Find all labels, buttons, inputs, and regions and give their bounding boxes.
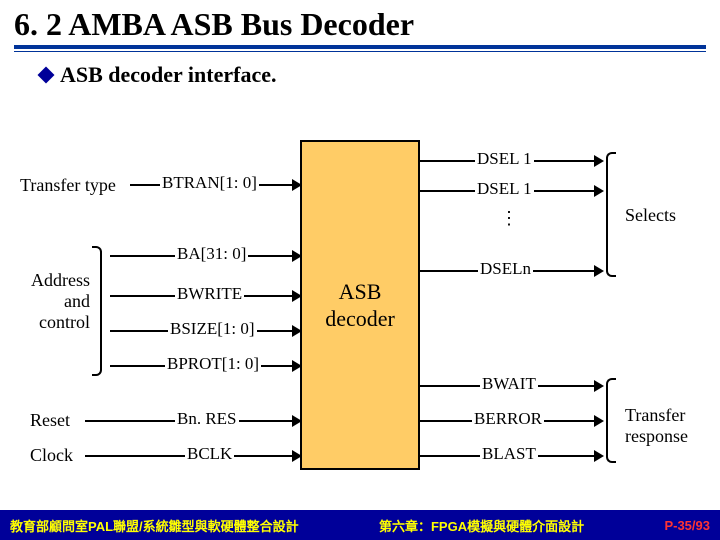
arrow-bnres [292,415,302,427]
sig-bwait: BWAIT [480,374,538,394]
sig-blast: BLAST [480,444,538,464]
slide-title: 6. 2 AMBA ASB Bus Decoder [14,6,706,43]
label-transfer-type: Transfer type [20,175,116,196]
footer-page-number: P-35/93 [664,518,710,533]
bullet-diamond-icon [38,67,55,84]
footer-mid: 第六章：FPGA模擬與硬體介面設計 [379,516,584,535]
sig-bwrite: BWRITE [175,284,244,304]
brace-address [92,246,102,376]
label-address-control: Address and control [20,270,90,333]
arrow-bwait [594,380,604,392]
sig-dsel1-top: DSEL 1 [475,149,534,169]
arrow-dsel1-mid [594,185,604,197]
sig-bsize: BSIZE[1: 0] [168,319,257,339]
arrow-dseln [594,265,604,277]
sig-berror: BERROR [472,409,544,429]
arrow-btran [292,179,302,191]
sig-bclk: BCLK [185,444,234,464]
decoder-box: ASB decoder [300,140,420,470]
rule-thick [14,45,706,49]
brace-selects [606,152,616,277]
arrow-bprot [292,360,302,372]
footer: 教育部顧問室PAL聯盟/系統雛型與軟硬體整合設計 第六章：FPGA模擬與硬體介面… [0,510,720,540]
arrow-bwrite [292,290,302,302]
sig-btran: BTRAN[1: 0] [160,173,259,193]
bullet-text: ASB decoder interface. [60,62,277,88]
sig-bprot: BPROT[1: 0] [165,354,261,374]
label-reset: Reset [30,410,70,431]
slide: 6. 2 AMBA ASB Bus Decoder ASB decoder in… [0,0,720,540]
bullet-row: ASB decoder interface. [0,52,720,88]
decoder-label: ASB decoder [325,278,395,333]
arrow-berror [594,415,604,427]
arrow-blast [594,450,604,462]
sig-ba: BA[31: 0] [175,244,248,264]
sig-dsel1-mid: DSEL 1 [475,179,534,199]
sig-bnres: Bn. RES [175,409,239,429]
label-transfer-response: Transfer response [625,405,688,447]
brace-transfer-response [606,378,616,463]
label-selects: Selects [625,205,676,226]
arrow-ba [292,250,302,262]
arrow-bsize [292,325,302,337]
arrow-dsel1-top [594,155,604,167]
dots-ellipsis: ⋮ [500,208,520,229]
title-area: 6. 2 AMBA ASB Bus Decoder [0,0,720,52]
label-clock: Clock [30,445,73,466]
sig-dseln: DSELn [478,259,533,279]
diagram: ASB decoder Transfer type Address and co… [0,120,720,490]
footer-left: 教育部顧問室PAL聯盟/系統雛型與軟硬體整合設計 [10,516,299,535]
arrow-bclk [292,450,302,462]
